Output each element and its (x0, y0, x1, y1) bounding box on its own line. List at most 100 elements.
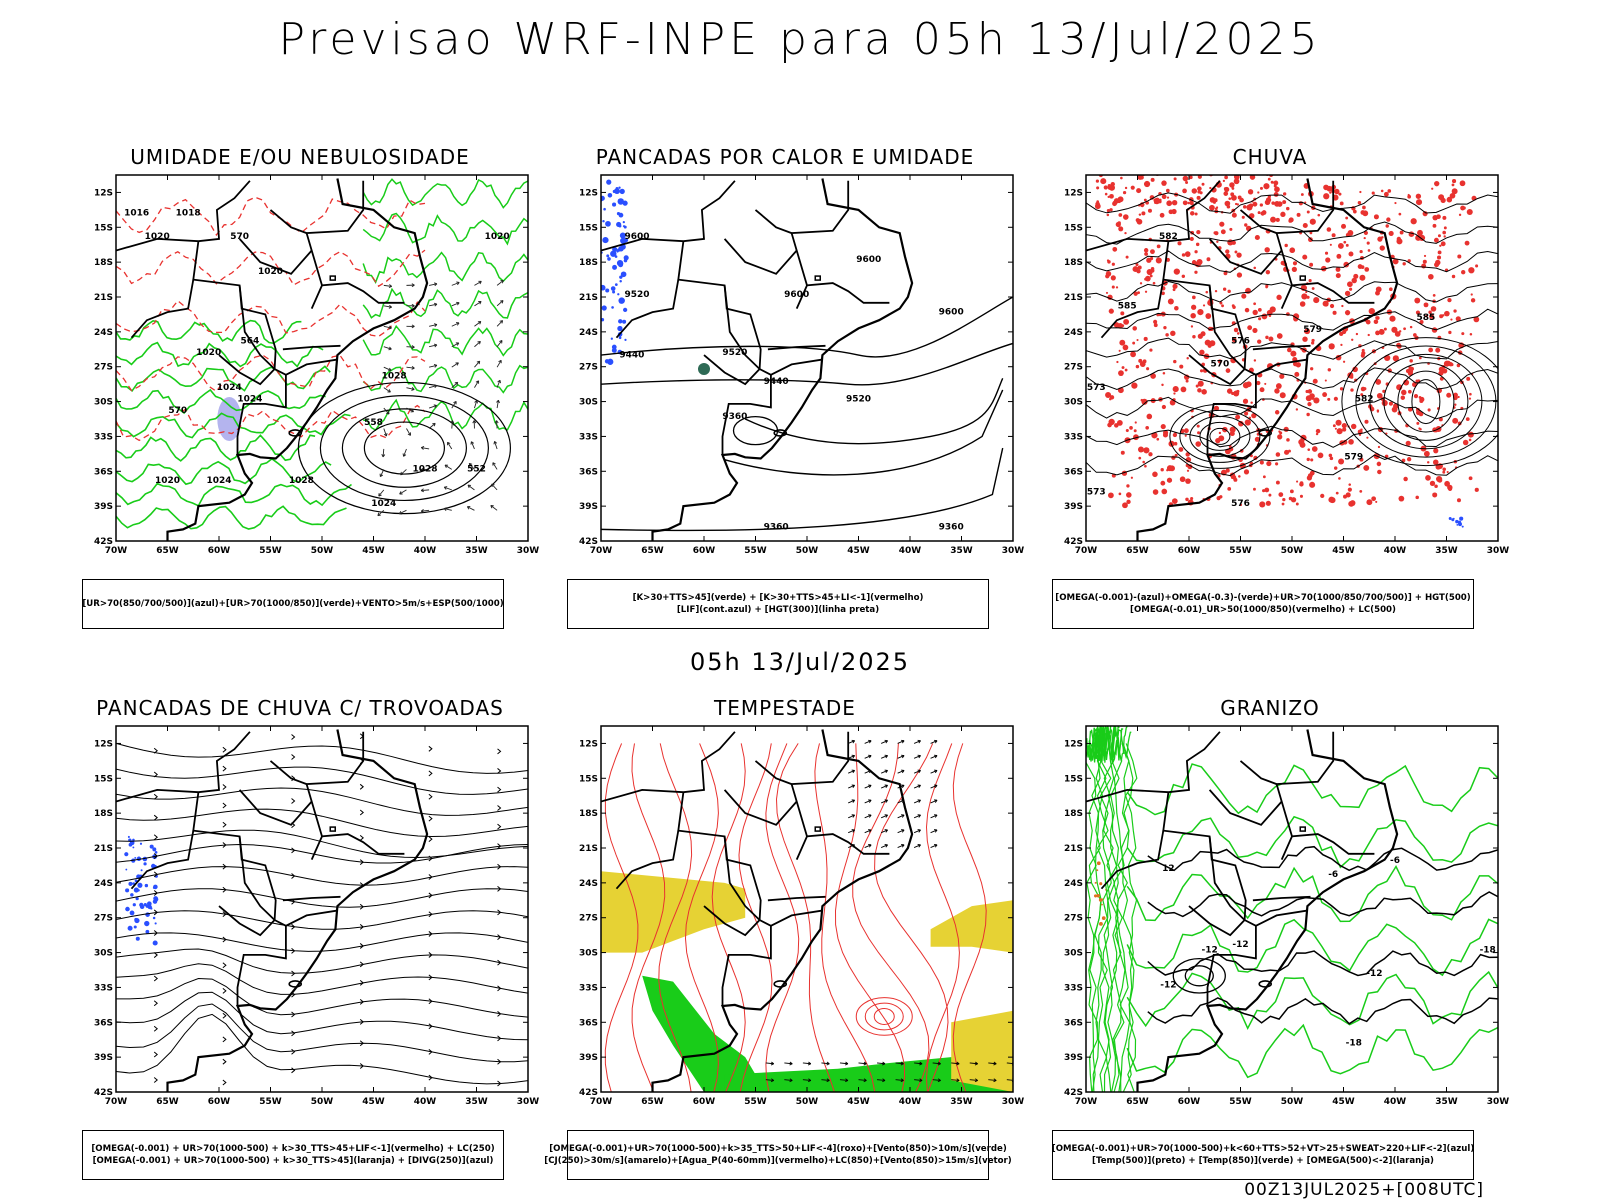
streamline-arrow (153, 909, 158, 916)
hgt500-contour (1086, 192, 1498, 214)
rain-red-area (1107, 195, 1110, 198)
rain-red-area (1244, 419, 1251, 426)
lon-tick-label: 40W (414, 546, 437, 556)
rain-red-area (1228, 197, 1232, 201)
wind850-vector (930, 784, 938, 789)
rain-red-area (1295, 408, 1299, 411)
rain-red-area (1267, 177, 1271, 181)
rain-red-area (1273, 184, 1277, 188)
rain-red-area (1152, 489, 1159, 495)
wind-vector (399, 509, 407, 515)
lif-blue-contour (612, 202, 617, 207)
rain-red-area (1130, 476, 1134, 479)
lat-tick-label: 24S (579, 879, 598, 889)
wind850-vector (930, 770, 938, 774)
streamline-arrow (153, 975, 158, 982)
rain-red-area (1180, 386, 1187, 393)
streamline-arrow (428, 998, 433, 1005)
state-border (1208, 789, 1283, 826)
streamline-arrow (222, 987, 227, 994)
wind-vector (406, 366, 415, 369)
rain-red-area (1171, 498, 1178, 504)
rain-red-area (1166, 257, 1170, 262)
streamline-arrow (497, 863, 502, 870)
streamline-arrow (497, 985, 502, 992)
rain-red-area (1174, 305, 1179, 311)
rain-red-area (1336, 253, 1342, 259)
rain-red-area (1425, 475, 1431, 481)
fields: 1016 1018 1020 1020 1020 1024 1024 1028 1028 1028… (116, 178, 528, 530)
rain-red-area (1265, 284, 1269, 288)
lon-tick-label: 45W (847, 546, 870, 556)
wind850-vector (1006, 1079, 1013, 1081)
streamline-arrow (222, 842, 227, 848)
wind850-vector (765, 1062, 774, 1065)
rain-red-area (1219, 221, 1225, 227)
rain-red-area (1192, 295, 1196, 300)
temp850-contour (1126, 1023, 1498, 1079)
streamline-850 (775, 743, 835, 1092)
rain-red-area (1446, 470, 1449, 474)
rain-red-area (1428, 273, 1434, 280)
rain-red-area (1439, 244, 1442, 247)
rain-red-area (1338, 458, 1345, 465)
streamline-arrow (428, 952, 433, 958)
rain-red-area (1268, 336, 1274, 342)
rain-red-area (1428, 310, 1432, 315)
rain-red-area (1434, 484, 1438, 489)
rain-red-area (1257, 339, 1262, 344)
wind-vector (383, 428, 387, 437)
rain-red-area (1299, 442, 1306, 448)
forecast-time-title: 05h 13/Jul/2025 (689, 648, 911, 676)
humidity-green-contour (116, 457, 332, 486)
contour-label: -6 (1328, 870, 1338, 880)
wind-vector (467, 484, 475, 491)
wind850-vector (880, 740, 888, 744)
rain-red-area (1227, 487, 1232, 491)
streamline-250 (116, 829, 528, 859)
streamline-arrow (222, 1058, 227, 1065)
rain-red-area (1172, 432, 1178, 438)
rain-red-area (1244, 307, 1250, 313)
legend-line: [OMEGA(-0.001)+UR>70(1000-500)+k<60+TTS>… (1051, 1144, 1475, 1154)
rain-red-area (1213, 198, 1218, 203)
wind850-vector (880, 770, 888, 774)
rain-red-area (1304, 330, 1307, 334)
rain-red-area (1254, 234, 1260, 241)
wind-vector (490, 505, 498, 511)
streamline-250 (116, 742, 528, 774)
rain-red-area (1275, 383, 1282, 389)
rain-red-area (1431, 187, 1434, 190)
rain-red-area (1280, 211, 1286, 217)
omega-orange-area (1096, 894, 1100, 898)
hgt500-contour (1086, 337, 1498, 360)
rain-red-area (1315, 432, 1319, 436)
lake-outline (814, 826, 821, 832)
rain-red-area (1136, 338, 1139, 342)
wind-vector (496, 300, 504, 307)
lat-tick-label: 30S (94, 398, 113, 408)
rain-red-area (1184, 251, 1191, 257)
streamline-arrow (291, 847, 296, 854)
lon-tick-label: 70W (1075, 546, 1098, 556)
lon-tick-label: 30W (517, 546, 540, 556)
divg-blue-area (145, 929, 150, 934)
lif-blue-contour (617, 293, 620, 296)
fields: -6 -6 -12 -12 -12 -18 -18 12 -12 (1086, 726, 1498, 1092)
wind850-vector (880, 844, 888, 848)
rain-red-area (1197, 380, 1204, 387)
wind-vector (496, 280, 504, 286)
wind850-vector (858, 1079, 867, 1081)
rain-red-area (1458, 213, 1462, 217)
lon-tick-label: 60W (208, 1097, 231, 1107)
rain-red-area (1144, 252, 1148, 256)
rain-red-area (1214, 289, 1218, 293)
rain-red-area (1388, 401, 1393, 406)
rain-red-area (1257, 211, 1261, 215)
rain-red-area (1215, 206, 1219, 209)
rain-red-area (1177, 241, 1182, 246)
temp500-contour (1147, 845, 1498, 872)
streamline-250 (116, 808, 528, 838)
contour-label: 558 (364, 418, 383, 428)
rain-red-area (1103, 185, 1108, 190)
